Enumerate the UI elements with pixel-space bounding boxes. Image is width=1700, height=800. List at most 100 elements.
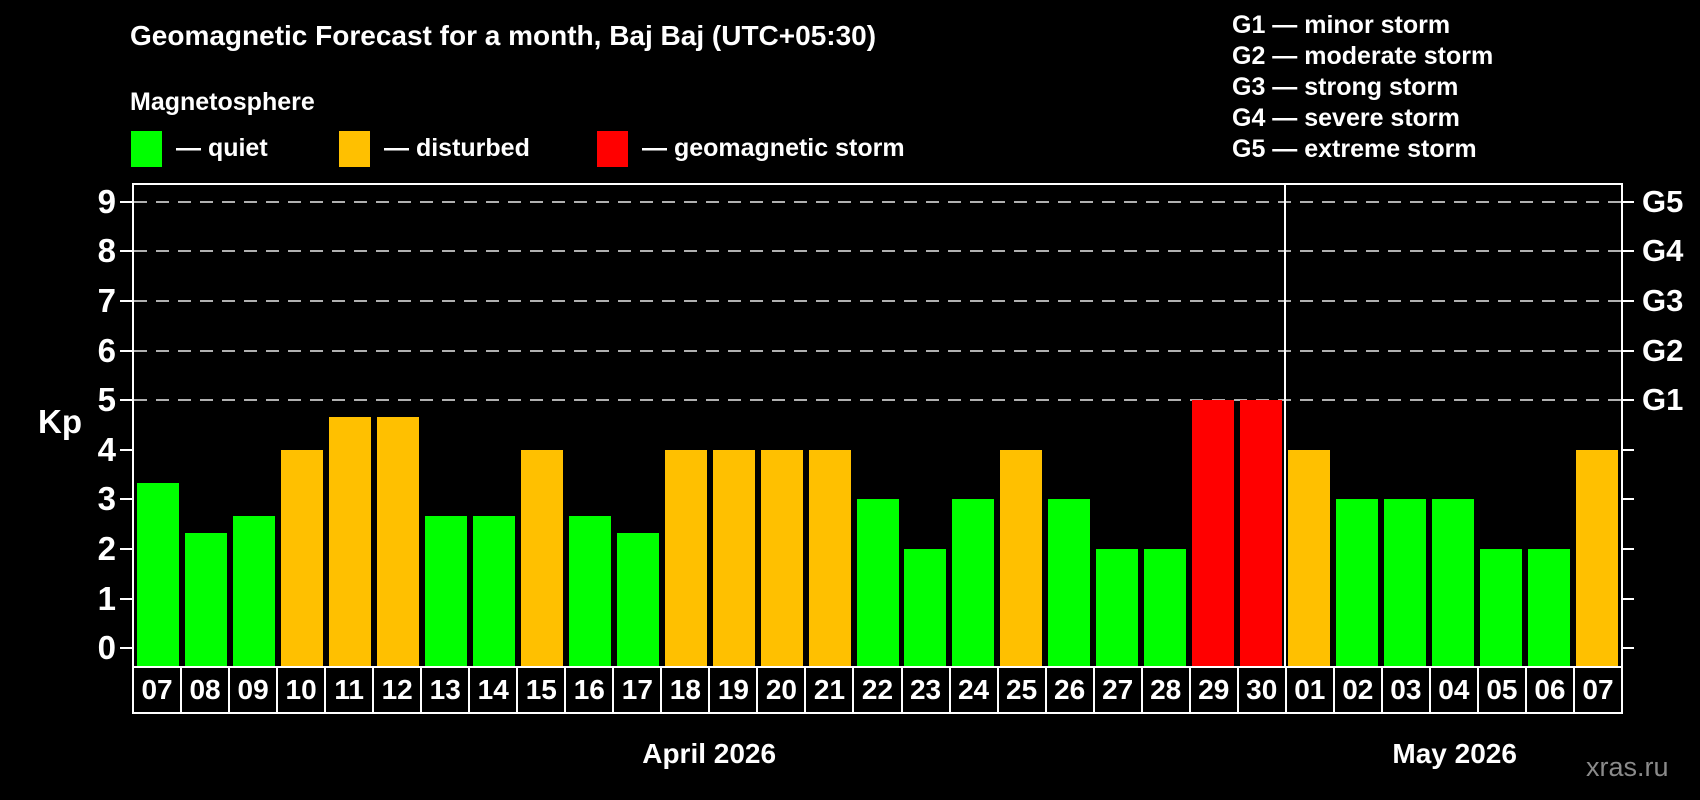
kp-bar-apr-24	[952, 499, 995, 666]
date-cell-apr-08: 08	[180, 666, 231, 714]
kp-bar-apr-07	[136, 483, 179, 666]
kp-bar-may-07	[1576, 449, 1619, 666]
date-cell-apr-20: 20	[756, 666, 807, 714]
kp-bar-may-06	[1528, 548, 1571, 666]
kp-tick-label-9: 9	[97, 182, 116, 220]
kp-bar-may-03	[1384, 499, 1427, 666]
kp-tick-label-0: 0	[97, 629, 116, 667]
date-cell-may-07: 07	[1572, 666, 1623, 714]
g-scale-line-g5: G5 — extreme storm	[1232, 135, 1477, 163]
month-separator	[1284, 185, 1287, 666]
kp-bar-apr-21	[808, 449, 851, 666]
legend-item-quiet: — quiet	[131, 130, 268, 167]
gridline-kp-7	[134, 300, 1621, 303]
kp-tick-label-7: 7	[97, 282, 116, 320]
right-axis-tick-8	[1623, 250, 1634, 253]
date-cell-apr-12: 12	[372, 666, 423, 714]
g-level-label-g4: G4	[1642, 233, 1684, 269]
kp-bar-apr-09	[232, 515, 275, 666]
date-cell-apr-21: 21	[804, 666, 855, 714]
right-axis-tick-4	[1623, 448, 1634, 451]
magnetosphere-subtitle: Magnetosphere	[130, 88, 315, 116]
date-cell-may-06: 06	[1524, 666, 1575, 714]
page-title: Geomagnetic Forecast for a month, Baj Ba…	[130, 20, 877, 51]
legend-swatch-storm	[597, 130, 628, 167]
left-axis-tick-0	[120, 647, 132, 650]
kp-bar-apr-11	[328, 416, 371, 666]
date-cell-may-03: 03	[1380, 666, 1431, 714]
kp-bar-apr-14	[472, 515, 515, 666]
right-axis-tick-5	[1623, 399, 1634, 402]
left-axis-tick-4	[120, 448, 132, 451]
date-cell-apr-29: 29	[1188, 666, 1239, 714]
kp-bar-apr-20	[760, 449, 803, 666]
kp-bar-may-05	[1480, 548, 1523, 666]
kp-tick-label-3: 3	[97, 480, 116, 518]
chart-plot	[132, 183, 1623, 668]
kp-tick-label-8: 8	[97, 232, 116, 270]
kp-bar-may-02	[1336, 499, 1379, 666]
right-axis-tick-7	[1623, 300, 1634, 303]
kp-bar-apr-25	[1000, 449, 1043, 666]
kp-bar-apr-15	[520, 449, 563, 666]
kp-tick-label-1: 1	[97, 579, 116, 617]
kp-tick-label-2: 2	[97, 529, 116, 567]
kp-bar-apr-22	[856, 499, 899, 666]
date-cell-may-02: 02	[1332, 666, 1383, 714]
kp-bar-may-04	[1432, 499, 1475, 666]
left-axis-tick-6	[120, 349, 132, 352]
legend-label-disturbed: — disturbed	[384, 134, 530, 162]
kp-tick-label-4: 4	[97, 430, 116, 468]
right-axis-tick-6	[1623, 349, 1634, 352]
right-axis-tick-3	[1623, 498, 1634, 501]
date-cell-apr-10: 10	[276, 666, 327, 714]
left-axis-tick-8	[120, 250, 132, 253]
date-cell-may-05: 05	[1476, 666, 1527, 714]
date-cell-apr-07: 07	[132, 666, 183, 714]
kp-bar-apr-08	[184, 532, 227, 666]
month-labels-row: April 2026 May 2026	[132, 737, 1623, 771]
left-axis-tick-1	[120, 597, 132, 600]
gridline-kp-6	[134, 349, 1621, 352]
date-cell-apr-22: 22	[852, 666, 903, 714]
date-cell-apr-28: 28	[1140, 666, 1191, 714]
date-cell-apr-26: 26	[1044, 666, 1095, 714]
kp-bar-apr-16	[568, 515, 611, 666]
date-cell-apr-17: 17	[612, 666, 663, 714]
g-level-label-g1: G1	[1642, 382, 1684, 418]
kp-bar-apr-28	[1144, 548, 1187, 666]
legend-swatch-disturbed	[339, 130, 370, 167]
left-axis-tick-5	[120, 399, 132, 402]
kp-tick-label-5: 5	[97, 381, 116, 419]
date-cell-apr-25: 25	[996, 666, 1047, 714]
gridline-kp-9	[134, 200, 1621, 203]
legend-item-storm: — geomagnetic storm	[597, 130, 905, 167]
legend-label-storm: — geomagnetic storm	[642, 134, 905, 162]
date-cell-apr-11: 11	[324, 666, 375, 714]
date-cell-may-01: 01	[1284, 666, 1335, 714]
g-level-label-g5: G5	[1642, 183, 1684, 219]
kp-bar-apr-18	[664, 449, 707, 666]
g-level-label-g3: G3	[1642, 283, 1684, 319]
kp-bar-apr-29	[1192, 400, 1235, 666]
date-cell-apr-16: 16	[564, 666, 615, 714]
right-axis-tick-2	[1623, 547, 1634, 550]
date-axis-row: 07 08 09 10 11 12 13 14 15 16 17 18 19 20 21 22 23 24 25 26…	[132, 666, 1623, 714]
left-axis-tick-2	[120, 547, 132, 550]
g-scale-line-g1: G1 — minor storm	[1232, 11, 1451, 39]
kp-tick-label-6: 6	[97, 331, 116, 369]
kp-bar-apr-27	[1096, 548, 1139, 666]
kp-bar-apr-17	[616, 532, 659, 666]
date-cell-apr-18: 18	[660, 666, 711, 714]
month-label-may: May 2026	[1392, 738, 1517, 769]
right-axis-tick-0	[1623, 647, 1634, 650]
legend-swatch-quiet	[131, 130, 162, 167]
kp-axis-label: Kp	[38, 403, 82, 440]
g-scale-legend: G1 — minor storm G2 — moderate storm G3 — …	[1232, 10, 1493, 165]
kp-bar-apr-23	[904, 548, 947, 666]
legend-item-disturbed: — disturbed	[339, 130, 530, 167]
kp-bar-may-01	[1288, 449, 1331, 666]
g-level-label-g2: G2	[1642, 332, 1684, 368]
right-axis-tick-1	[1623, 597, 1634, 600]
legend-label-quiet: — quiet	[176, 134, 268, 162]
